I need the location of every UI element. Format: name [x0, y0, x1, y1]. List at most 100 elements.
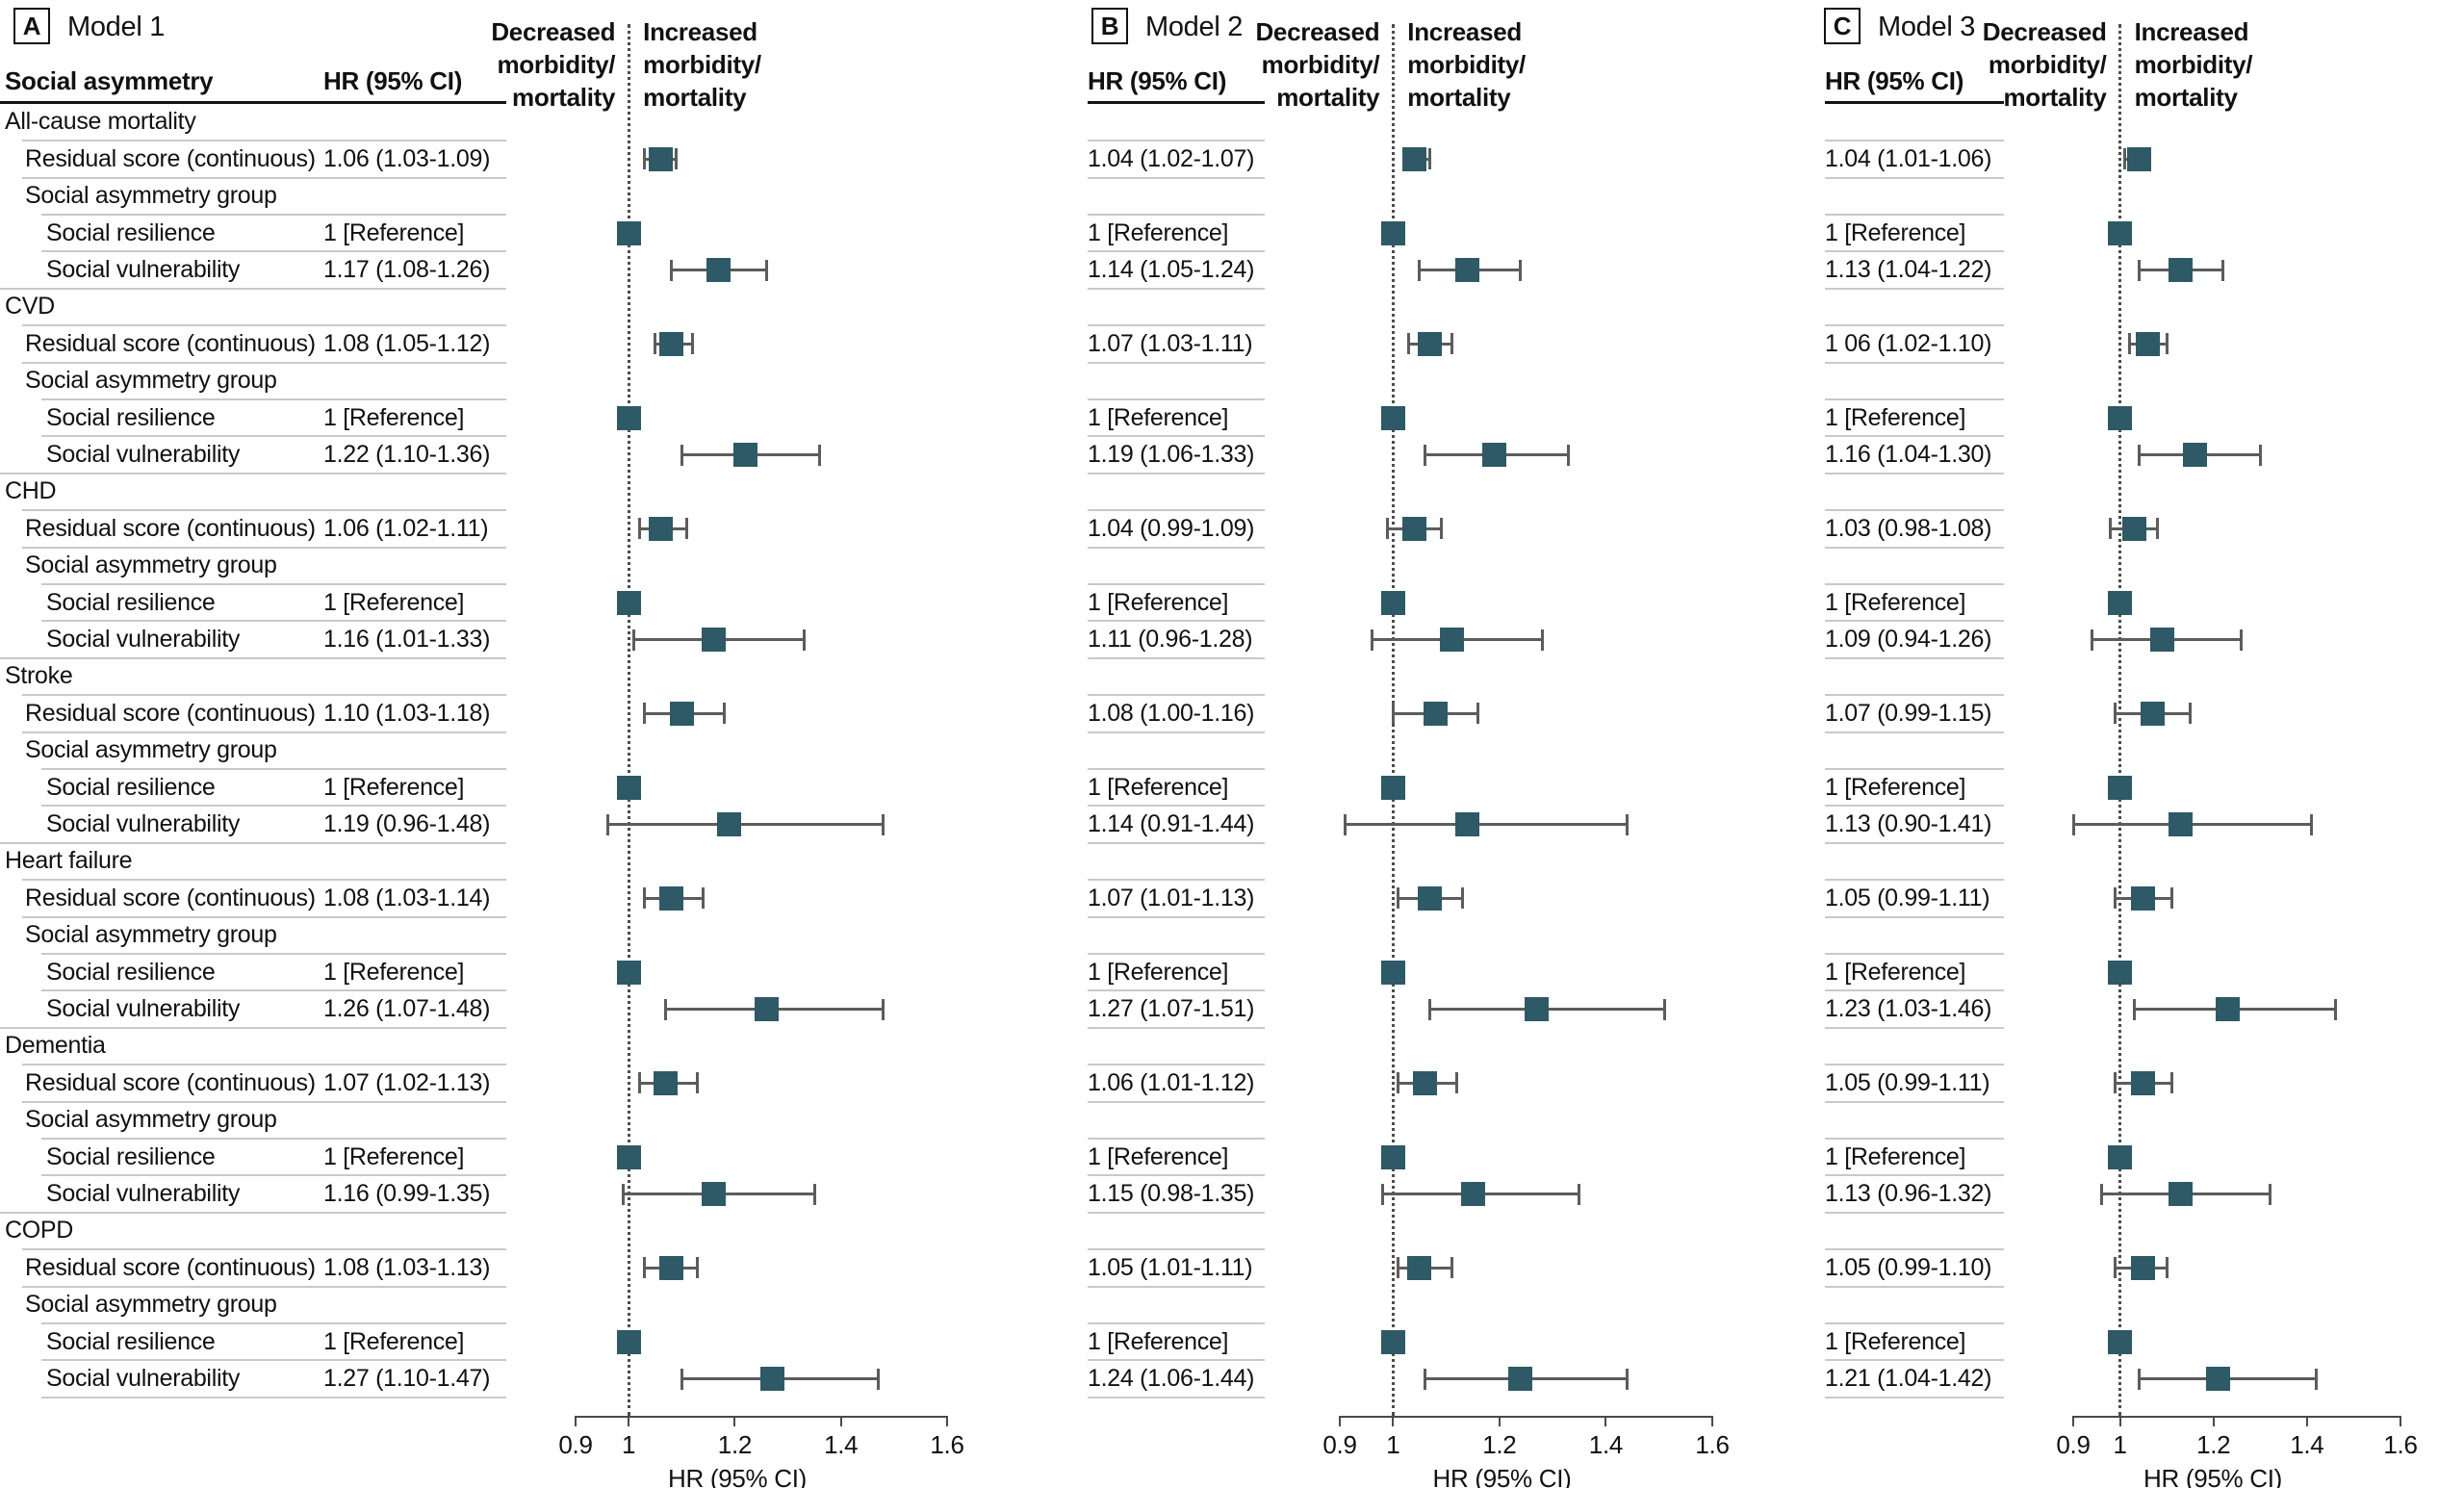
plot-header-increased-line: mortality	[2134, 83, 2238, 112]
row-rule	[22, 1248, 506, 1251]
row-label-resilience: Social resilience	[46, 588, 216, 616]
plot-header-increased: Increased morbidity/mortality	[2135, 15, 2253, 114]
hr-value: 1.07 (1.03-1.11)	[1088, 329, 1253, 357]
x-axis-tick	[2400, 1416, 2401, 1426]
row-label-category: Dementia	[5, 1032, 106, 1060]
marker-reference-square	[616, 1144, 641, 1169]
ci-cap-high	[1540, 629, 1544, 651]
hr-value: 1 [Reference]	[1088, 1142, 1229, 1170]
row-rule	[1825, 287, 2004, 290]
row-rule	[1088, 915, 1265, 918]
hr-value: 1 [Reference]	[1088, 403, 1229, 431]
marker-hr-square	[2141, 701, 2166, 726]
hr-value: 1 [Reference]	[323, 403, 465, 431]
hr-value: 1 [Reference]	[323, 1142, 465, 1170]
marker-hr-square	[2126, 146, 2151, 171]
hr-value: 1.13 (0.90-1.41)	[1825, 809, 1992, 837]
hr-value: 1.07 (0.99-1.15)	[1825, 699, 1992, 727]
row-label-category: CHD	[5, 477, 57, 505]
row-rule	[0, 1211, 506, 1214]
marker-hr-square	[1412, 1070, 1437, 1095]
ci-cap-high	[1428, 148, 1432, 170]
row-rule	[1825, 1285, 2004, 1288]
marker-hr-square	[1455, 258, 1480, 283]
row-rule	[1825, 214, 2004, 216]
row-rule	[1088, 140, 1265, 142]
ci-cap-low	[643, 703, 647, 725]
hr-value: 1 [Reference]	[323, 773, 465, 801]
ci-cap-low	[637, 518, 641, 540]
panel-title: Model 3	[1878, 12, 1976, 42]
x-axis-tick	[2072, 1416, 2074, 1426]
row-label-group: Social asymmetry group	[25, 921, 277, 949]
ci-cap-high	[690, 333, 694, 355]
hr-value: 1.11 (0.96-1.28)	[1088, 625, 1253, 653]
row-rule	[1825, 546, 2004, 549]
plot-header-increased-line: Increased	[1407, 17, 1522, 46]
hr-value: 1.07 (1.02-1.13)	[323, 1068, 491, 1096]
plot-header-increased-line: morbidity/	[1407, 50, 1526, 79]
marker-reference-square	[2108, 220, 2133, 245]
ci-cap-low	[2109, 518, 2113, 540]
ci-cap-low	[654, 333, 657, 355]
hr-value: 1.06 (1.01-1.12)	[1088, 1068, 1255, 1096]
row-label-vulnerability: Social vulnerability	[46, 625, 241, 653]
row-rule	[1088, 953, 1265, 955]
hr-value: 1 [Reference]	[1825, 403, 1966, 431]
row-rule	[1088, 250, 1265, 253]
row-label-residual: Residual score (continuous)	[25, 144, 316, 172]
row-label-vulnerability: Social vulnerability	[46, 809, 241, 837]
row-rule	[1088, 176, 1265, 179]
row-rule	[22, 546, 506, 549]
row-label-category: Heart failure	[5, 847, 133, 875]
row-rule	[22, 1064, 506, 1066]
marker-hr-square	[2206, 1367, 2231, 1392]
row-rule	[22, 731, 506, 733]
row-rule	[22, 361, 506, 364]
marker-reference-square	[616, 775, 641, 800]
hr-value: 1.06 (1.02-1.11)	[323, 514, 489, 542]
row-rule	[1088, 620, 1265, 623]
hr-value: 1.06 (1.03-1.09)	[323, 144, 491, 172]
panel-letter-C: C	[1824, 8, 1861, 44]
plot-header-decreased: Decreased morbidity/mortality	[1983, 15, 2107, 114]
x-axis-tick	[2212, 1416, 2215, 1426]
ci-cap-low	[637, 1072, 641, 1094]
table-bottom-rule	[1088, 1396, 1265, 1398]
row-rule	[1825, 140, 2004, 142]
ci-cap-high	[2310, 813, 2314, 835]
row-rule	[1825, 1211, 2004, 1214]
row-rule	[41, 214, 506, 216]
row-label-resilience: Social resilience	[46, 1327, 216, 1355]
marker-reference-square	[1380, 1329, 1405, 1354]
row-rule	[1825, 1322, 2004, 1324]
marker-hr-square	[2121, 516, 2146, 541]
row-rule	[1825, 1359, 2004, 1362]
row-rule	[41, 989, 506, 992]
x-axis-tick	[1339, 1416, 1341, 1426]
row-rule	[1088, 1285, 1265, 1288]
marker-reference-square	[616, 960, 641, 985]
hr-value: 1.09 (0.94-1.26)	[1825, 625, 1992, 653]
row-label-group: Social asymmetry group	[25, 1106, 277, 1134]
hr-value: 1.08 (1.00-1.16)	[1088, 699, 1255, 727]
row-rule	[1825, 1100, 2004, 1103]
hr-value: 1.19 (1.06-1.33)	[1088, 440, 1255, 468]
row-rule	[41, 1359, 506, 1362]
ci-cap-low	[2122, 148, 2126, 170]
x-axis-tick	[575, 1416, 577, 1426]
row-rule	[1088, 694, 1265, 697]
marker-reference-square	[2108, 960, 2133, 985]
hr-value: 1.08 (1.03-1.14)	[323, 884, 491, 911]
ci-cap-high	[876, 1368, 880, 1390]
ci-cap-low	[1391, 703, 1395, 725]
row-rule	[1825, 656, 2004, 659]
row-label-vulnerability: Social vulnerability	[46, 440, 241, 468]
row-rule	[1088, 214, 1265, 216]
row-rule	[41, 1322, 506, 1324]
hr-value: 1.15 (0.98-1.35)	[1088, 1179, 1255, 1207]
panel-title: Model 1	[67, 12, 166, 42]
x-axis-tick-label: 1.2	[1482, 1430, 1517, 1459]
ci-cap-low	[605, 813, 609, 835]
row-rule	[22, 509, 506, 512]
